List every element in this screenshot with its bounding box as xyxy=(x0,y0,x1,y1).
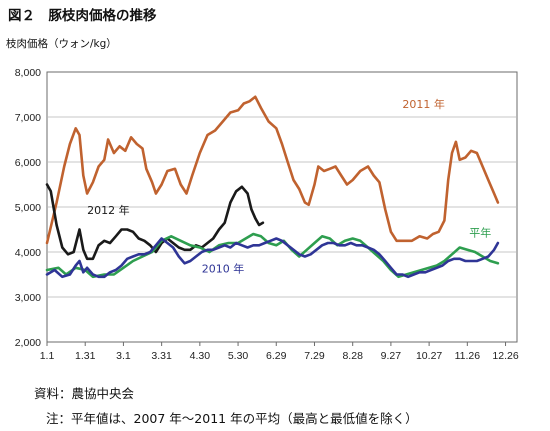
x-tick-label: 10.27 xyxy=(416,350,442,362)
x-tick-label: 9.27 xyxy=(381,350,402,362)
footnote: 注：平年値は、2007 年～2011 年の平均（最高と最低値を除く） xyxy=(46,411,418,426)
y-tick-label: 2,000 xyxy=(15,337,41,349)
x-tick-label: 1.31 xyxy=(75,350,96,362)
x-tick-label: 3.31 xyxy=(151,350,172,362)
y-tick-label: 8,000 xyxy=(15,67,41,79)
series-label: 2012 年 xyxy=(87,203,130,217)
series-line xyxy=(45,183,265,261)
x-tick-label: 6.29 xyxy=(266,350,287,362)
y-tick-label: 7,000 xyxy=(15,112,41,124)
source-note: 資料：農協中央会 xyxy=(34,386,135,401)
x-tick-label: 7.29 xyxy=(304,350,325,362)
x-tick-label: 12.26 xyxy=(492,350,518,362)
series-label: 2011 年 xyxy=(402,97,445,111)
x-tick-label: 11.26 xyxy=(455,350,481,362)
series-labels: 2011 年 2012 年平年 2010 年 xyxy=(87,97,491,275)
y-axis-label: 枝肉価格（ウォン/kg） xyxy=(6,38,117,50)
series-label: 平年 xyxy=(469,225,491,239)
y-axis-ticks: 2,000 3,000 4,000 5,000 6,000 7,000 8,000 xyxy=(15,67,41,349)
grid-lines xyxy=(47,116,517,298)
y-tick-label: 6,000 xyxy=(15,157,41,169)
y-tick-label: 3,000 xyxy=(15,292,41,304)
x-tick-label: 5.30 xyxy=(228,350,249,362)
x-axis-ticks: 1.1 1.31 3.1 3.31 4.30 5.30 6.29 7.29 8.28 9.27 10… xyxy=(40,342,519,362)
x-tick-label: 3.1 xyxy=(116,350,131,362)
x-tick-label: 8.28 xyxy=(342,350,363,362)
x-tick-label: 1.1 xyxy=(40,350,55,362)
series-line xyxy=(45,237,500,279)
y-tick-label: 5,000 xyxy=(15,202,41,214)
series-label: 2010 年 xyxy=(202,261,245,275)
series-line xyxy=(45,95,500,245)
x-tick-label: 4.30 xyxy=(190,350,211,362)
figure-title: 図２ 豚枝肉価格の推移 xyxy=(8,8,157,24)
series-lines xyxy=(45,95,500,279)
y-tick-label: 4,000 xyxy=(15,247,41,259)
